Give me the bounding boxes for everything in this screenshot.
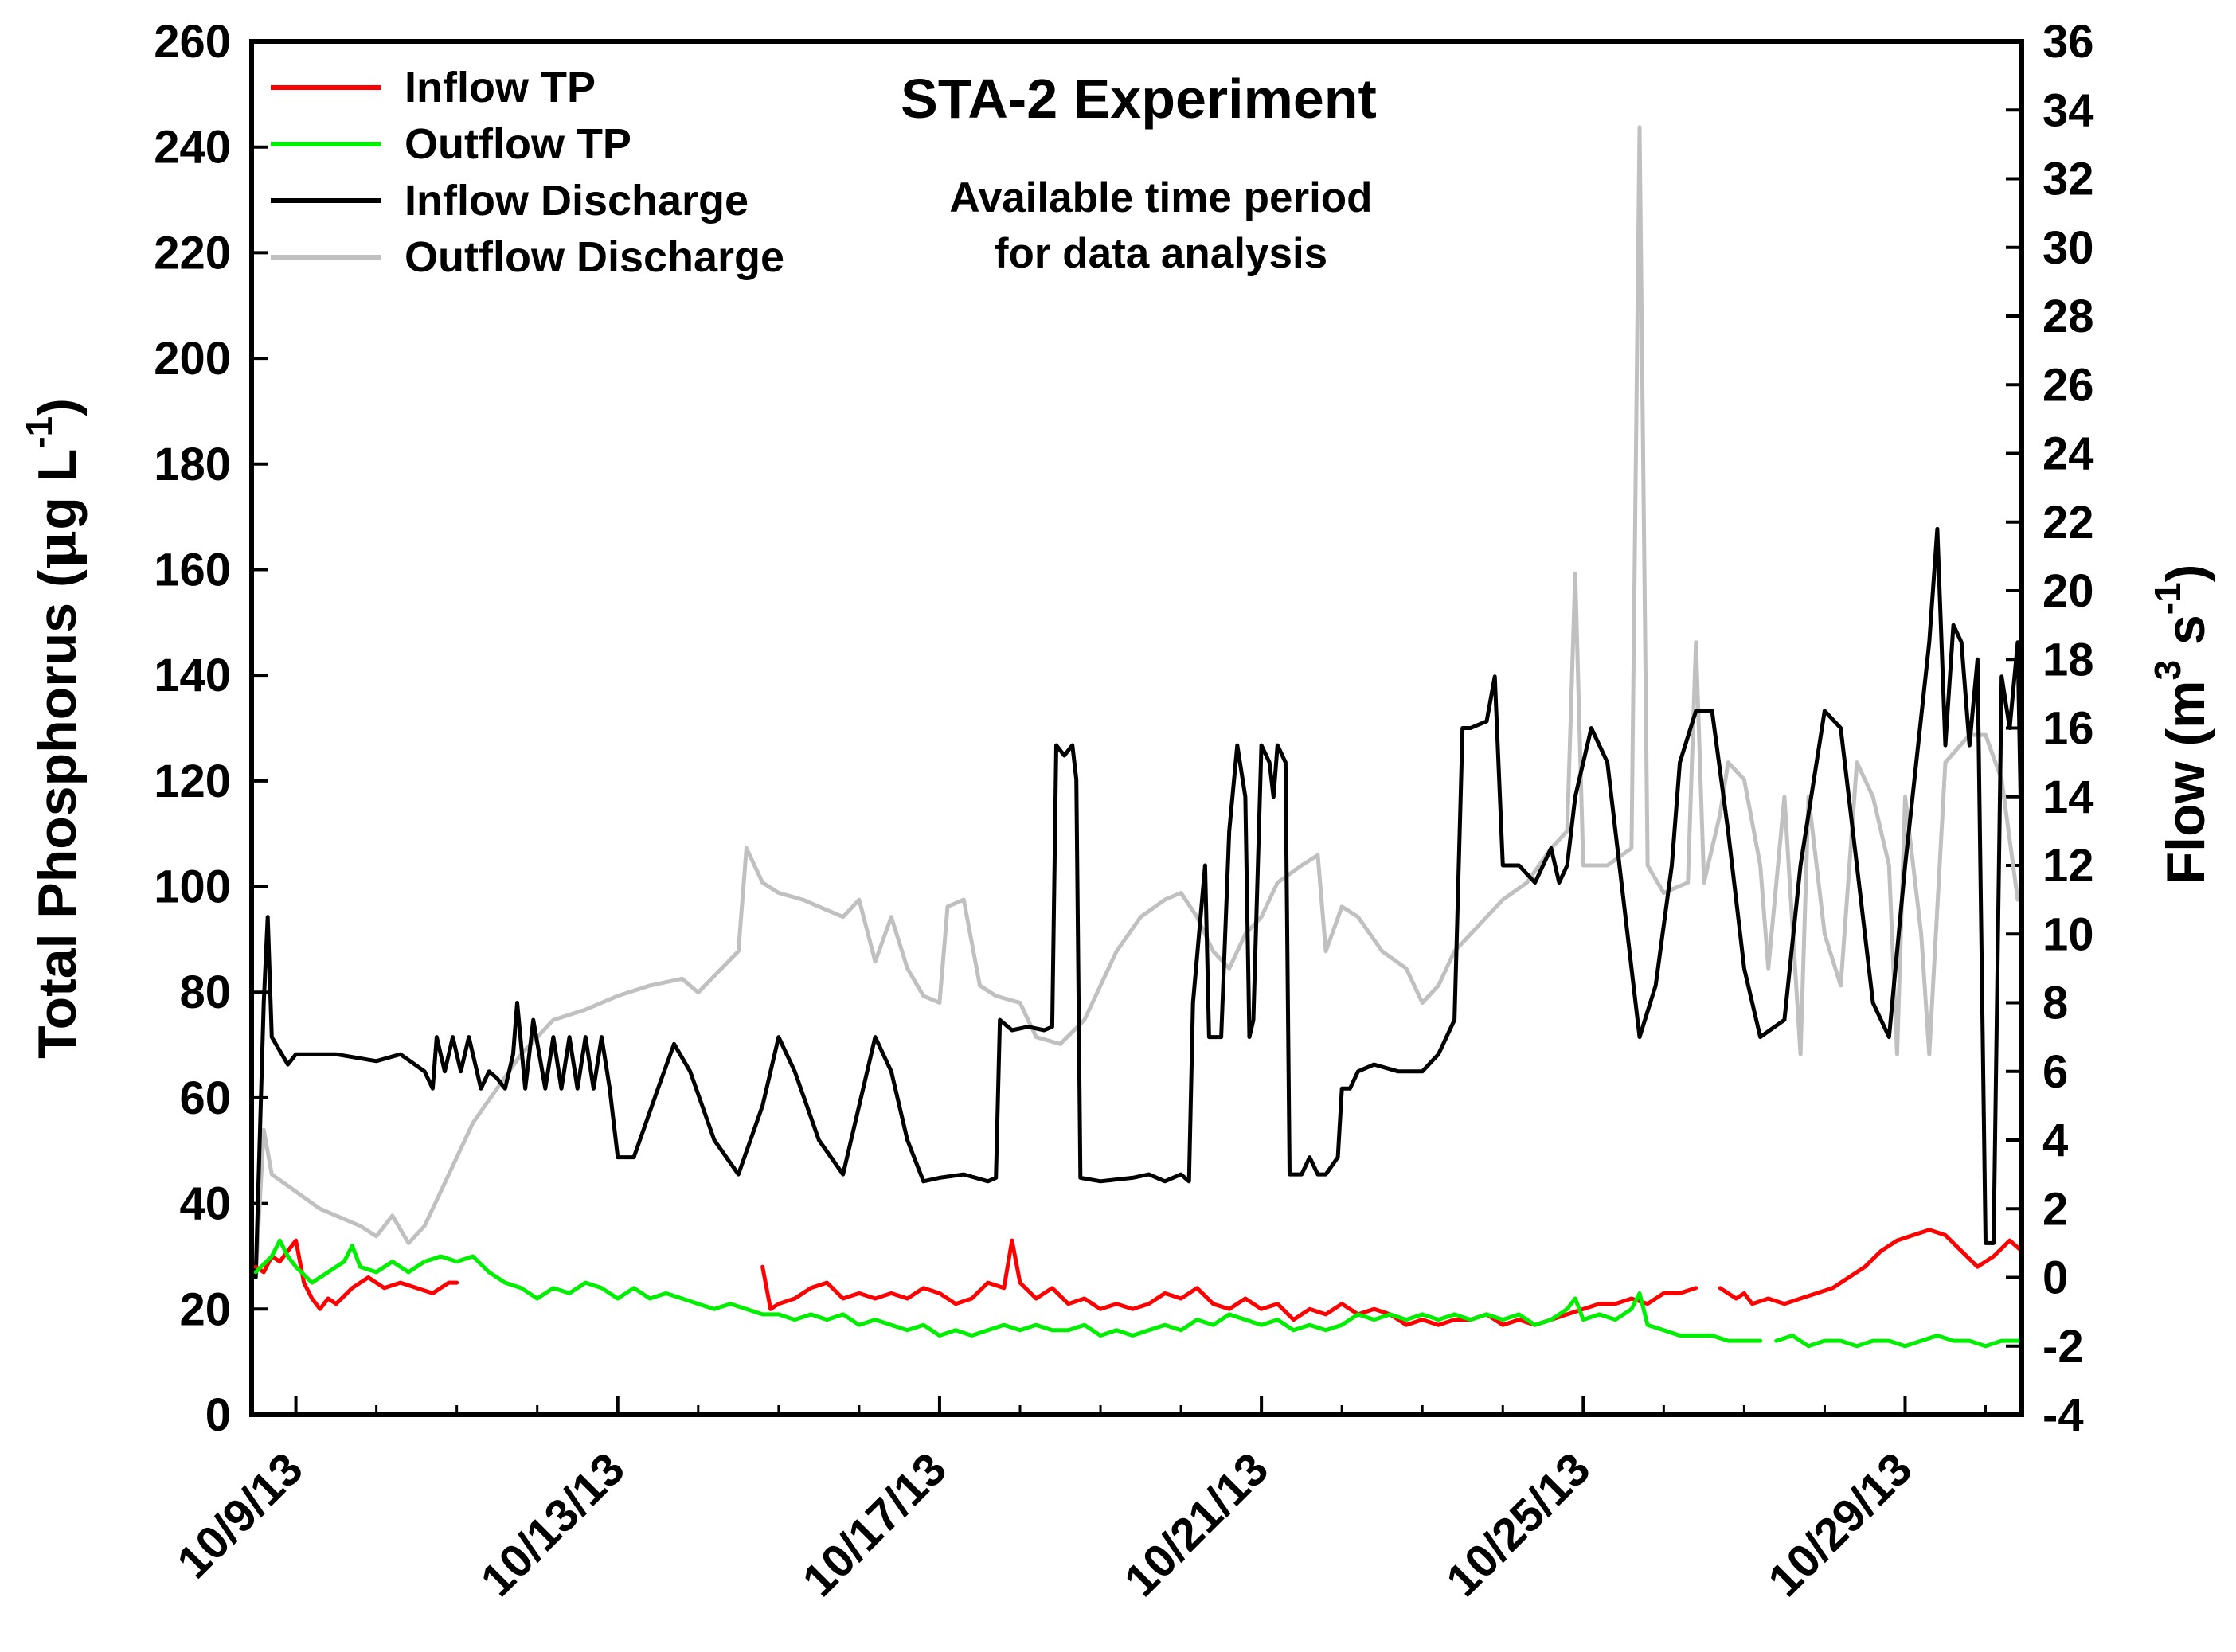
x-tick-label: 10/13/13 <box>471 1443 635 1607</box>
legend-label-outflow-tp: Outflow TP <box>405 120 631 168</box>
y2-tick-label: 22 <box>2042 497 2094 549</box>
series-line-inflow-tp-3 <box>1718 1228 2024 1306</box>
y2-tick-label: 18 <box>2042 634 2094 685</box>
y2-tick-label: 8 <box>2042 978 2068 1029</box>
y-tick-label: 240 <box>154 122 231 174</box>
series-layer <box>253 125 2024 1349</box>
x-tick-label: 10/9/13 <box>167 1443 313 1588</box>
annotation-line-2: for data analysis <box>995 230 1327 277</box>
series-line-inflow-tp-2 <box>760 1238 1698 1327</box>
y2-tick-label: 36 <box>2042 16 2094 68</box>
x-tick-label: 10/25/13 <box>1437 1443 1601 1607</box>
y2-tick-label: 4 <box>2042 1115 2068 1166</box>
x-tick-label: 10/17/13 <box>793 1443 957 1607</box>
y2-tick-label: 2 <box>2042 1183 2068 1235</box>
y-tick-label: 180 <box>154 439 231 490</box>
y-tick-label: 160 <box>154 544 231 596</box>
x-tick-label: 10/29/13 <box>1758 1443 1922 1607</box>
y-tick-label: 140 <box>154 650 231 701</box>
y2-tick-label: 0 <box>2042 1252 2068 1304</box>
y2-tick-label: 14 <box>2042 771 2094 823</box>
y-tick-label: 80 <box>179 967 231 1018</box>
series-line-outflow-tp-2 <box>1774 1334 2024 1349</box>
y2-tick-label: 12 <box>2042 840 2094 892</box>
annotation-line-1: Available time period <box>949 174 1372 221</box>
y-tick-label: 200 <box>154 333 231 385</box>
series-line-inflow-tp-1 <box>253 1238 459 1311</box>
y2-tick-label: 10 <box>2042 908 2094 960</box>
y2-tick-label: 28 <box>2042 291 2094 342</box>
x-tick-label: 10/21/13 <box>1115 1443 1279 1607</box>
y-tick-label: 120 <box>154 756 231 807</box>
y2-tick-label: -4 <box>2042 1389 2084 1441</box>
y2-tick-label: 34 <box>2042 84 2094 136</box>
y2-tick-label: 20 <box>2042 565 2094 617</box>
y2-tick-label: 6 <box>2042 1046 2068 1098</box>
chart-title: STA-2 Experiment <box>901 68 1377 130</box>
legend: Inflow TP Outflow TP Inflow Discharge Ou… <box>271 64 784 281</box>
y-tick-label: 20 <box>179 1283 231 1335</box>
y2-tick-label: 24 <box>2042 428 2094 480</box>
series-line-outflow-tp-1 <box>253 1238 1763 1343</box>
y2-tick-label: 16 <box>2042 703 2094 755</box>
legend-label-inflow-discharge: Inflow Discharge <box>405 177 749 225</box>
y2-tick-label: -2 <box>2042 1321 2084 1373</box>
y-tick-label: 100 <box>154 861 231 913</box>
legend-label-outflow-discharge: Outflow Discharge <box>405 233 784 281</box>
y-tick-label: 220 <box>154 227 231 279</box>
y-axis-label: Total Phosphorus (μg L-1) <box>18 398 89 1059</box>
y-tick-label: 0 <box>205 1389 231 1441</box>
y2-tick-label: 32 <box>2042 154 2094 205</box>
y-tick-label: 40 <box>179 1178 231 1230</box>
y-tick-label: 60 <box>179 1072 231 1124</box>
y2-tick-label: 26 <box>2042 359 2094 411</box>
legend-label-inflow-tp: Inflow TP <box>405 64 596 111</box>
y2-axis-label: Flow (m3 s-1) <box>2147 564 2216 885</box>
series-line-inflow-discharge <box>253 526 2024 1279</box>
plot-frame <box>249 39 2024 1417</box>
y2-tick-label: 30 <box>2042 222 2094 274</box>
y-tick-label: 260 <box>154 16 231 68</box>
series-line-outflow-discharge <box>253 125 2020 1279</box>
